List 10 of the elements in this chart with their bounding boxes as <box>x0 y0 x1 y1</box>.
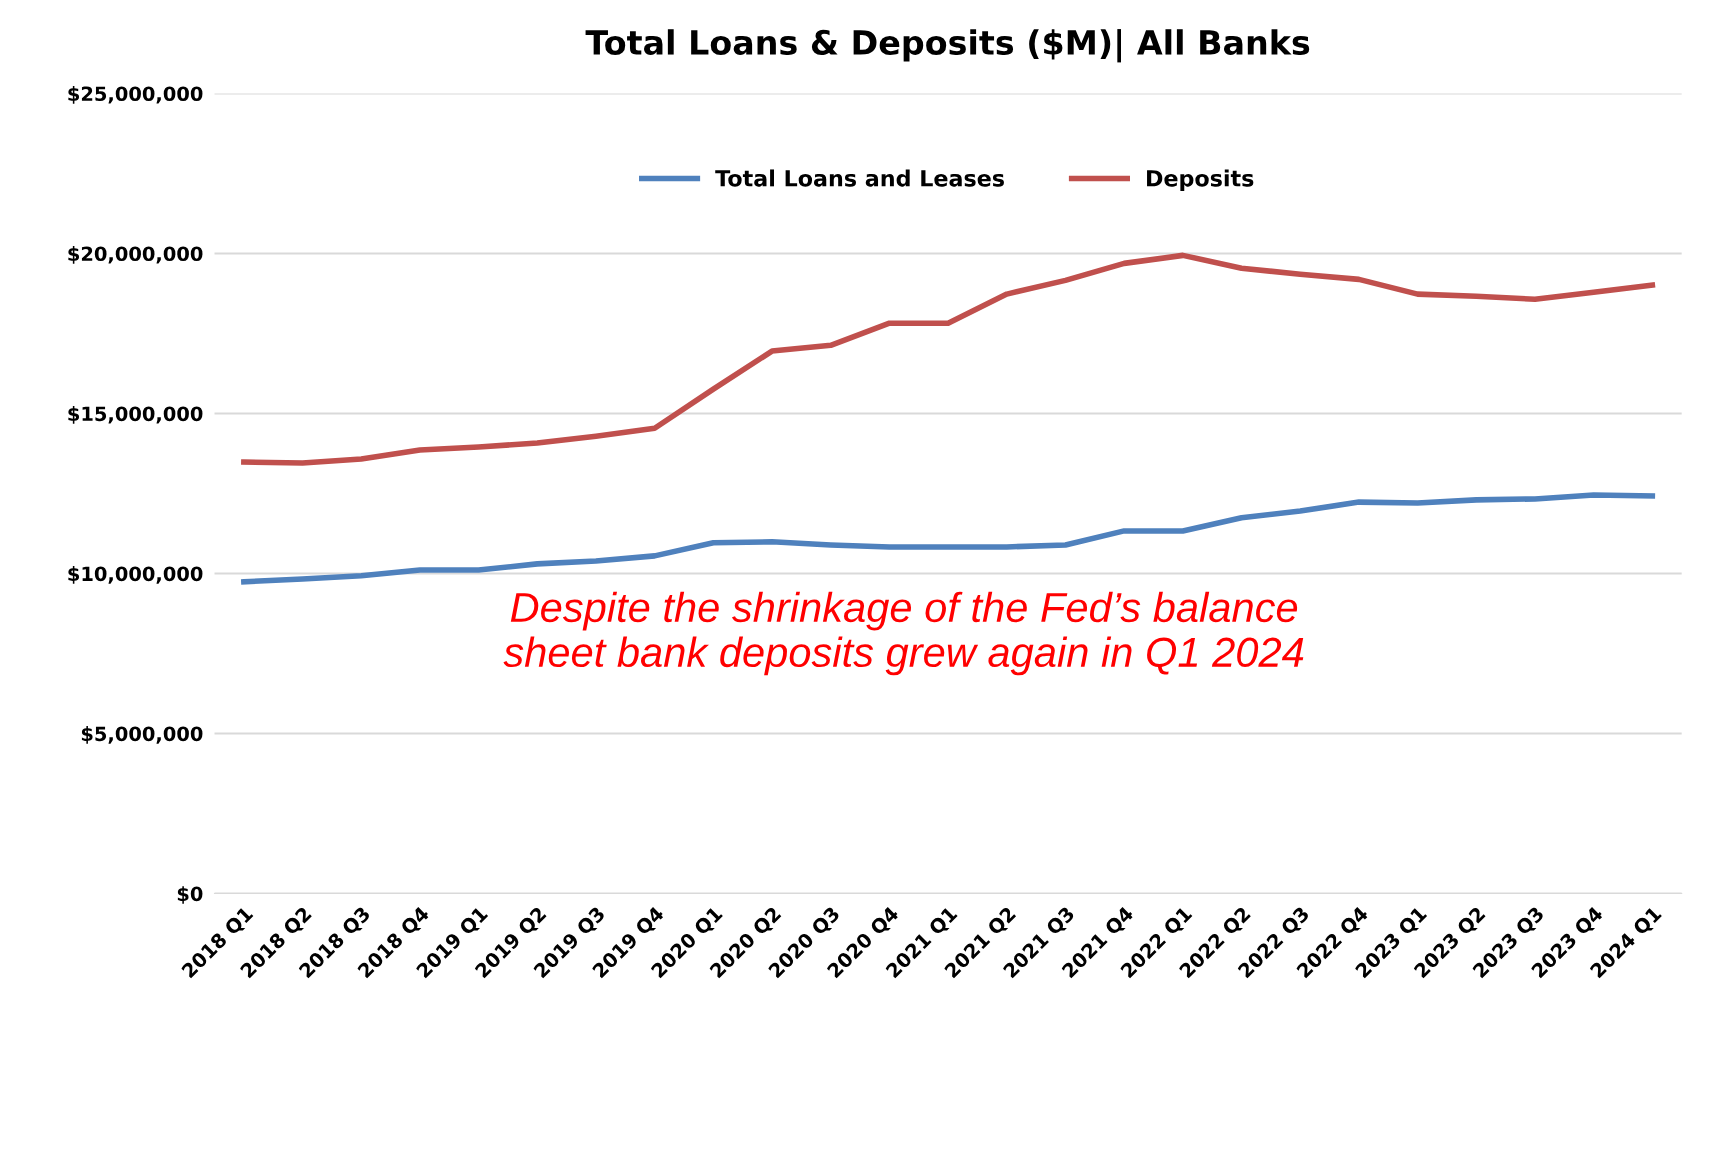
y-tick-label: $20,000,000 <box>68 246 203 264</box>
legend-label: Total Loans and Leases <box>715 169 1004 187</box>
y-tick-label: $5,000,000 <box>81 726 203 744</box>
chart-title: Total Loans & Deposits ($M)| All Banks <box>585 29 1310 63</box>
y-tick-label: $0 <box>177 886 203 904</box>
y-tick-label: $25,000,000 <box>68 86 203 104</box>
annotation: Despite the shrinkage of the Fed’s balance sheet bank deposits grew again in Q1 2024 <box>503 591 1304 676</box>
y-tick-label: $10,000,000 <box>68 566 203 584</box>
y-tick-label: $15,000,000 <box>68 406 203 424</box>
legend-label: Deposits <box>1147 169 1254 191</box>
